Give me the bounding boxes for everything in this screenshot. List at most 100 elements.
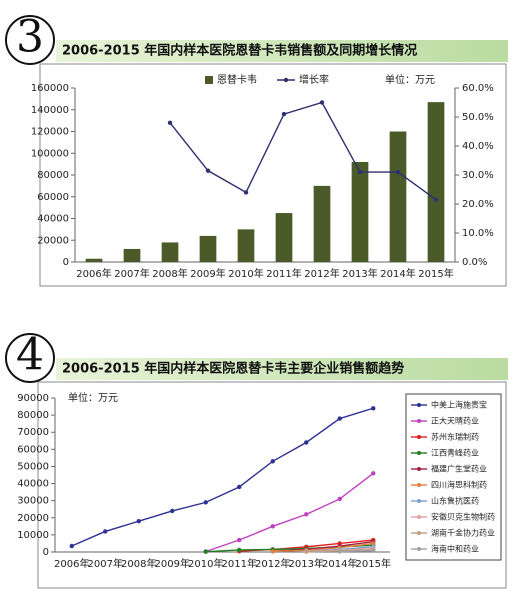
legend-label: 中美上海施贵宝 [431, 400, 487, 410]
legend-swatch [417, 483, 421, 487]
y-tick-label: 60000 [17, 444, 49, 455]
y2-tick-label: 40.0% [462, 141, 494, 152]
figure-number: 3 [16, 12, 44, 63]
point [371, 548, 376, 553]
x-tick-label: 2008年 [152, 267, 187, 280]
point [319, 100, 325, 105]
bar [275, 213, 293, 262]
y-tick-label: 30000 [17, 496, 49, 507]
legend-swatch [417, 451, 421, 455]
legend-swatch [417, 531, 421, 535]
point [205, 168, 211, 173]
legend-label: 增长率 [299, 73, 329, 86]
point [136, 519, 141, 524]
point [203, 549, 208, 554]
point [371, 541, 376, 546]
x-tick-label: 2011年 [266, 267, 301, 280]
legend-label: 湖南千金协力药业 [431, 528, 495, 538]
point [433, 197, 439, 202]
legend-swatch [417, 403, 421, 407]
series-line [272, 542, 374, 553]
legend-swatch [283, 77, 289, 83]
series-line [339, 549, 374, 553]
y-tick-label: 50000 [17, 461, 49, 472]
series-line [205, 472, 374, 553]
number-badge [5, 333, 55, 383]
bar [427, 102, 445, 262]
point [395, 169, 401, 175]
x-tick-label: 2010年 [188, 557, 223, 570]
x-tick-label: 2009年 [190, 267, 225, 280]
y-tick-label: 0 [63, 257, 69, 268]
unit-note: 单位：万元 [68, 391, 118, 404]
title-band [56, 358, 508, 380]
point [243, 190, 249, 195]
legend-swatch [417, 515, 421, 519]
x-tick-label: 2007年 [114, 267, 149, 280]
x-tick-label: 2009年 [155, 557, 190, 570]
chart-title: 2006-2015 年国内样本医院恩替卡韦主要企业销售额趋势 [62, 361, 404, 377]
point [281, 111, 287, 117]
y2-tick-label: 10.0% [462, 228, 494, 239]
point [170, 508, 175, 514]
legend-swatch [417, 499, 421, 503]
bar [237, 229, 255, 262]
y-tick-label: 100000 [31, 148, 69, 159]
x-tick-label: 2012年 [304, 267, 339, 280]
figure-number: 4 [16, 330, 44, 381]
y-tick-label: 80000 [37, 170, 69, 181]
x-tick-label: 2014年 [322, 557, 357, 570]
bar [85, 258, 103, 262]
x-tick-label: 2007年 [88, 557, 123, 570]
y-tick-label: 70000 [17, 427, 49, 438]
y-tick-label: 140000 [31, 105, 69, 116]
x-tick-label: 2008年 [121, 557, 156, 570]
x-tick-label: 2011年 [222, 557, 257, 570]
legend-label: 苏州东瑞制药 [431, 432, 479, 442]
y-tick-label: 20000 [37, 235, 69, 246]
unit-note: 单位：万元 [385, 73, 435, 86]
x-tick-label: 2010年 [228, 267, 263, 280]
point [304, 512, 309, 517]
point [237, 547, 242, 553]
x-tick-label: 2015年 [418, 267, 453, 280]
point [304, 440, 309, 445]
point [237, 537, 242, 543]
legend-label: 江西青峰药业 [431, 448, 479, 458]
legend-label: 山东鲁抗医药 [431, 496, 479, 506]
number-badge [5, 15, 55, 65]
point [304, 549, 309, 554]
bar [123, 248, 141, 262]
y-tick-label: 40000 [37, 214, 69, 225]
legend-swatch [417, 435, 421, 439]
x-tick-label: 2006年 [76, 267, 111, 280]
point [371, 471, 376, 476]
x-tick-label: 2013年 [342, 267, 377, 280]
bar [389, 131, 407, 262]
point [270, 549, 275, 554]
point [270, 524, 275, 529]
y2-tick-label: 60.0% [462, 83, 494, 94]
legend-swatch [417, 467, 421, 471]
legend-swatch [205, 76, 213, 84]
y-tick-label: 60000 [37, 192, 69, 203]
x-tick-label: 2006年 [54, 557, 89, 570]
chart-title: 2006-2015 年国内样本医院恩替卡韦销售额及同期增长情况 [62, 43, 417, 59]
point [237, 484, 242, 490]
point [357, 169, 363, 175]
legend-label: 安徽贝克生物制药 [431, 512, 495, 522]
y2-tick-label: 20.0% [462, 199, 494, 210]
y-tick-label: 10000 [17, 530, 49, 541]
y2-tick-label: 0.0% [462, 257, 487, 268]
point [103, 529, 108, 534]
y-tick-label: 160000 [31, 83, 69, 94]
point [167, 120, 173, 126]
point [270, 459, 275, 464]
bar [199, 235, 217, 262]
title-band [56, 40, 508, 62]
point [203, 500, 208, 505]
bar [161, 242, 179, 262]
legend-label: 恩替卡韦 [217, 73, 257, 86]
bar [351, 161, 369, 262]
